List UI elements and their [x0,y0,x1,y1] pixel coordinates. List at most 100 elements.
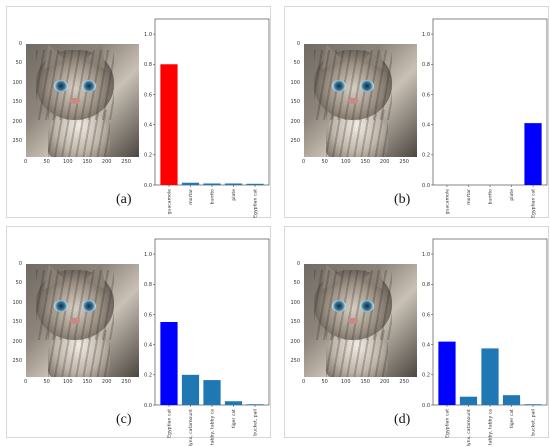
cat-photo [26,44,139,157]
image-ytick-label: 150 [290,319,300,326]
image-ytick-label: 150 [12,99,22,106]
xtick-label: plate [509,189,515,201]
cat-image-axes: 0 50 100 150 200 250 0 50 100 150 200 250 [12,42,139,165]
ytick-label: 0.0 [144,403,152,409]
cat-head [314,44,392,120]
cat-eye-left [54,80,68,92]
image-xtick-label: 50 [321,159,328,165]
image-xtick-label: 200 [101,159,112,165]
ytick-label: 1.0 [144,252,152,258]
image-ytick-label: 250 [12,138,22,145]
bar [224,401,243,405]
image-xtick-label: 200 [101,379,112,385]
bar [481,348,499,405]
panel-caption: (b) [394,192,411,207]
xtick-label: bucket, pail [253,409,259,436]
image-ytick-label: 100 [12,79,22,86]
bar-chart: 0.0 0.2 0.4 0.6 0.8 1.0 Egyptian cat lynx, cata… [422,238,548,446]
cat-photo [26,264,139,377]
image-ytick-label: 200 [12,338,22,345]
bar [203,183,221,185]
xtick-label: Egyptian cat [166,409,172,438]
ytick-label: 0.2 [144,153,152,159]
cat-eye-left [332,80,346,92]
bar-chart: 0.0 0.2 0.4 0.6 0.8 1.0 guacamole mortar burrito… [144,18,270,218]
bar [181,182,200,185]
image-xtick-label: 50 [43,159,50,165]
ytick-label: 0.2 [422,373,430,379]
bar-chart: 0.0 0.2 0.4 0.6 0.8 1.0 Egyptian cat lynx, cata… [144,238,270,446]
xtick-label: lynx, catamount [466,409,472,447]
ytick-label: 0.0 [422,403,430,409]
bar [224,183,243,185]
ytick-label: 1.0 [422,252,430,258]
image-ytick-label: 50 [15,60,22,67]
xtick-label: burrito [488,189,494,205]
image-ytick-label: 50 [15,280,22,287]
panel-d: 0 50 100 150 200 250 0 50 100 150 200 250 0.0 0.2 0.4 0… [284,226,549,446]
image-ytick-label: 200 [290,118,300,125]
image-ytick-label: 100 [290,299,300,306]
image-ytick-label: 0 [296,41,300,47]
xtick-label: tabby, tabby ca [488,409,494,445]
ytick-label: 0.6 [422,312,430,318]
ytick-label: 0.4 [422,342,430,348]
image-xtick-label: 0 [24,159,28,165]
ytick-label: 0.4 [144,122,152,128]
image-ytick-label: 50 [293,280,300,287]
ytick-label: 1.0 [144,32,152,38]
image-xtick-label: 100 [340,159,351,165]
ytick-label: 0.6 [144,92,152,98]
image-xtick-label: 200 [379,379,390,385]
cat-eye-right [82,300,96,312]
ytick-label: 0.8 [422,62,430,68]
xtick-label: Egyptian cat [444,409,450,438]
panel-caption: (d) [394,412,411,427]
bar [524,123,542,185]
xtick-label: bucket, pail [531,409,537,436]
image-ytick-label: 150 [290,99,300,106]
image-ytick-label: 50 [293,60,300,67]
image-ytick-label: 200 [12,118,22,125]
panel-caption: (a) [116,192,132,207]
panel-b: 0 50 100 150 200 250 0 50 100 150 200 250 0.0 0.2 0.4 0… [284,6,549,218]
bar [438,341,456,405]
cat-head [36,264,114,340]
image-xtick-label: 100 [340,379,351,385]
image-xtick-label: 0 [302,159,306,165]
ytick-label: 0.8 [422,282,430,288]
cat-nose [70,98,80,104]
image-xtick-label: 100 [62,159,73,165]
xtick-label: mortar [466,189,472,205]
image-xtick-label: 100 [62,379,73,385]
bar-chart: 0.0 0.2 0.4 0.6 0.8 1.0 guacamole mortar burrito… [422,18,548,218]
ytick-label: 1.0 [422,32,430,38]
image-ytick-label: 250 [290,138,300,145]
bar [502,395,521,405]
image-ytick-label: 0 [18,261,22,267]
bar [203,380,221,405]
xtick-label: guacamole [166,189,172,215]
image-xtick-label: 150 [82,159,92,165]
cat-nose [348,98,358,104]
cat-eye-right [82,80,96,92]
ytick-label: 0.6 [144,312,152,318]
image-xtick-label: 50 [43,379,50,385]
image-ytick-label: 0 [296,261,300,267]
ytick-label: 0.8 [144,62,152,68]
xtick-label: tiger cat [509,409,515,429]
cat-image-axes: 0 50 100 150 200 250 0 50 100 150 200 250 [290,262,417,385]
panel-a: 0 50 100 150 200 250 0 50 100 150 200 250 0.0 0.2 0.4 0… [6,6,271,218]
image-xtick-label: 150 [82,379,92,385]
panel-c: 0 50 100 150 200 250 0 50 100 150 200 250 0.0 0.2 0.4 0… [6,226,271,446]
bar [160,64,178,185]
image-xtick-label: 250 [399,159,409,165]
xtick-label: Egyptian cat [253,189,259,218]
cat-eye-right [360,300,374,312]
bar [181,374,200,405]
cat-head [36,44,114,120]
image-xtick-label: 150 [360,159,370,165]
image-ytick-label: 250 [290,358,300,365]
image-ytick-label: 200 [290,338,300,345]
ytick-label: 0.8 [144,282,152,288]
